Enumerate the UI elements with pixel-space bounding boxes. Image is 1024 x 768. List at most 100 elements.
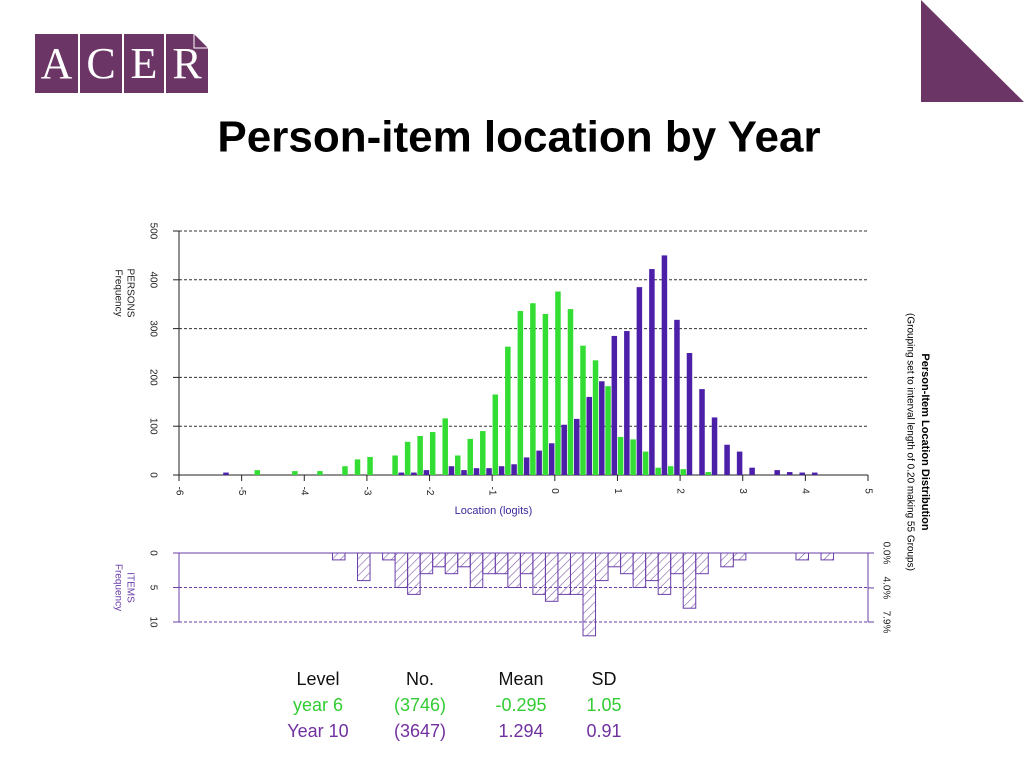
y-axis-label: Frequency	[112, 269, 123, 316]
item-bar	[457, 552, 471, 568]
chart-subtitle: (Grouping set to interval length of 0.20…	[904, 313, 915, 571]
item-bar	[557, 552, 571, 595]
person-bar	[624, 331, 630, 475]
corner-triangle	[921, 0, 1024, 102]
person-bar	[705, 472, 712, 475]
x-tick-label: -2	[424, 487, 435, 496]
person-bar	[292, 471, 298, 475]
slide-title: Person-item location by Year	[217, 113, 820, 162]
logo-box	[166, 34, 208, 93]
item-bar	[695, 552, 709, 575]
person-bar	[354, 459, 361, 475]
person-bar	[536, 450, 542, 475]
item-bar	[357, 552, 371, 582]
item-bar	[820, 552, 835, 561]
item-bar	[620, 552, 634, 575]
person-bar	[392, 455, 398, 475]
x-tick-label: 2	[674, 488, 685, 494]
item-bar	[682, 552, 697, 609]
y2-tick-label: 7.9%	[880, 611, 891, 634]
person-bar	[254, 470, 261, 475]
y-tick-label: 0	[147, 550, 158, 556]
person-bar	[473, 468, 480, 475]
logo-box	[80, 34, 122, 93]
table-header: No.	[406, 669, 434, 689]
person-bar	[812, 472, 818, 475]
item-bar	[432, 552, 446, 568]
item-bar	[469, 552, 484, 588]
x-tick-label: -1	[487, 487, 498, 496]
table-cell: (3746)	[394, 695, 446, 715]
person-bar	[674, 319, 680, 475]
person-bar	[461, 470, 467, 475]
person-bar	[442, 418, 448, 475]
x-tick-label: 3	[737, 488, 748, 494]
item-bar	[544, 552, 559, 602]
item-bar	[732, 552, 747, 561]
logo-box	[35, 34, 78, 93]
table-cell: 1.05	[586, 695, 621, 715]
person-bar	[661, 255, 668, 475]
person-bar	[774, 470, 780, 475]
person-bar	[404, 441, 411, 475]
person-bar	[505, 346, 511, 475]
table-header: Mean	[498, 669, 543, 689]
person-bar	[511, 464, 517, 475]
x-tick-label: 5	[862, 488, 873, 494]
item-bar	[482, 552, 496, 575]
y2-tick-label: 0.0%	[880, 542, 891, 565]
person-bar	[592, 360, 599, 475]
table-cell: (3647)	[394, 721, 446, 741]
person-bar	[492, 394, 499, 475]
item-bar	[595, 552, 609, 582]
y-tick-label: 0	[147, 472, 158, 478]
person-bar	[655, 467, 661, 475]
item-bar	[645, 552, 659, 582]
person-bar	[448, 466, 455, 475]
item-bar	[532, 552, 546, 595]
person-bar	[517, 311, 524, 475]
person-bar	[411, 472, 417, 475]
logo-fold-edge	[193, 34, 208, 49]
person-bar	[342, 466, 348, 475]
person-bar	[223, 472, 229, 475]
x-tick-label: 0	[549, 488, 560, 494]
table-cell: -0.295	[495, 695, 546, 715]
logo-letter: R	[172, 39, 202, 88]
y-tick-label: 500	[147, 223, 158, 240]
logo-box	[124, 34, 164, 93]
person-bar	[786, 472, 793, 475]
x-tick-label: 4	[800, 488, 811, 494]
item-bar	[382, 552, 396, 561]
person-bar	[724, 444, 730, 475]
x-tick-label: 1	[612, 488, 623, 494]
person-bar	[736, 451, 743, 475]
y-axis-label: PERSONS	[124, 269, 135, 318]
person-bar	[699, 389, 705, 475]
item-bar	[331, 552, 346, 561]
table-header: Level	[296, 669, 339, 689]
person-bar	[667, 466, 674, 475]
item-bar	[444, 552, 459, 575]
y-tick-label: 400	[147, 271, 158, 288]
y-tick-label: 5	[147, 585, 158, 591]
item-bar	[569, 552, 584, 595]
person-bar	[429, 432, 436, 475]
person-bar	[454, 455, 461, 475]
person-bar	[711, 417, 718, 475]
logo-letter: C	[86, 39, 115, 88]
x-tick-label: -5	[236, 487, 247, 496]
person-bar	[498, 466, 505, 475]
person-bar	[586, 396, 593, 475]
item-bar	[582, 552, 597, 637]
person-bar	[542, 313, 549, 475]
item-bar	[394, 552, 409, 588]
person-bar	[486, 468, 492, 475]
item-bar	[720, 552, 734, 568]
item-bar	[407, 552, 421, 595]
person-bar	[799, 472, 805, 475]
person-bar	[561, 424, 567, 475]
person-bar	[599, 381, 605, 475]
